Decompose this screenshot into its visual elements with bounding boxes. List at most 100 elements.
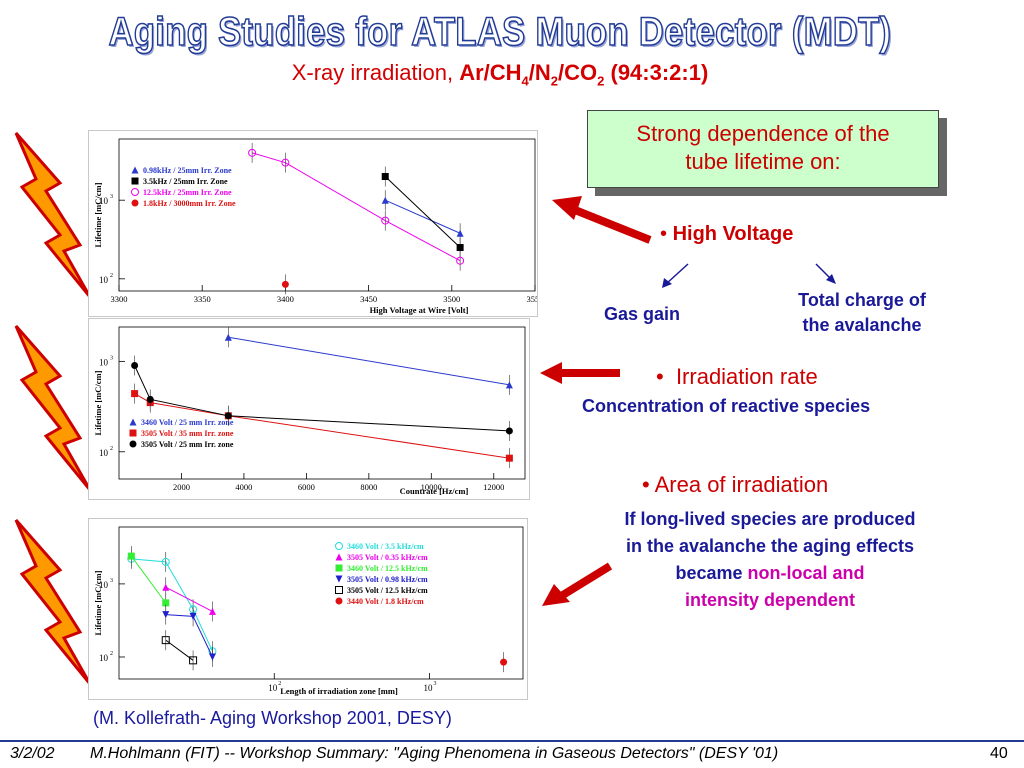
data-point	[456, 229, 464, 237]
y-tick-label: 10	[99, 580, 109, 590]
arrow-left-icon	[542, 562, 613, 606]
legend-entry: 0.98kHz / 25mm Irr. Zone	[143, 166, 232, 175]
legend-entry: 3440 Volt / 1.8 kHz/cm	[347, 597, 424, 606]
callout-box: Strong dependence of the tube lifetime o…	[587, 110, 939, 188]
data-point	[381, 216, 390, 225]
legend-entry: 3.5kHz / 25mm Irr. Zone	[143, 177, 228, 186]
data-point	[131, 390, 139, 398]
x-tick-label: 3450	[360, 294, 377, 304]
data-point	[161, 557, 170, 566]
series-line	[251, 152, 461, 262]
series-2	[127, 546, 170, 613]
data-point	[456, 244, 464, 252]
x-tick-label: 2000	[173, 482, 190, 492]
data-point	[146, 395, 154, 403]
data-point	[189, 612, 197, 620]
legend-entry: 3505 Volt / 0.98 kHz/cm	[347, 575, 428, 584]
legend-marker	[335, 553, 343, 561]
reactive-species-label: Concentration of reactive species	[582, 396, 871, 416]
series-line	[165, 586, 213, 612]
footer-divider	[0, 740, 1024, 742]
series-0	[224, 327, 513, 395]
page-number: 40	[990, 745, 1008, 762]
data-point	[281, 158, 290, 167]
item-area-of-irradiation: • Area of irradiation	[642, 472, 829, 497]
legend-marker	[131, 166, 139, 174]
legend-marker	[131, 177, 139, 185]
legend-entry: 3505 Volt / 25 mm Irr. zone	[141, 440, 234, 449]
footer-date: 3/2/02	[10, 745, 55, 762]
total-charge-label: Total charge of the avalanche	[798, 290, 926, 335]
legend-marker	[335, 575, 343, 583]
legend-entry: 3460 Volt / 12.5 kHz/cm	[347, 564, 428, 573]
x-tick-exponent: 3	[434, 681, 437, 687]
x-tick-label: 3500	[443, 294, 460, 304]
lightning-bolt-icon	[14, 519, 88, 684]
data-point	[162, 611, 170, 619]
y-tick-label: 10	[99, 275, 109, 285]
x-axis-label: High Voltage at Wire [Volt]	[370, 305, 469, 315]
x-tick-label: 10	[268, 683, 278, 693]
x-tick-exponent: 2	[278, 681, 281, 687]
legend-marker	[131, 188, 139, 196]
x-tick-label: 3400	[277, 294, 294, 304]
legend-marker	[131, 199, 139, 207]
y-tick-label: 10	[99, 653, 109, 663]
series-line	[134, 393, 510, 459]
y-axis-label: Lifetime [mC/cm]	[93, 182, 103, 247]
data-point	[208, 607, 216, 615]
series-line	[134, 365, 510, 432]
series-line	[165, 639, 194, 661]
legend-entry: 12.5kHz / 25mm Irr. Zone	[143, 188, 232, 197]
x-tick-label: 6000	[298, 482, 315, 492]
x-tick-label: 8000	[360, 482, 377, 492]
data-point	[248, 148, 257, 157]
x-tick-label: 3350	[194, 294, 211, 304]
plot-frame	[118, 326, 526, 480]
item-high-voltage: • High Voltage	[660, 223, 794, 245]
legend-marker	[129, 429, 137, 437]
data-point	[224, 412, 232, 420]
data-point	[224, 333, 232, 341]
series-line	[384, 176, 461, 248]
arrow-left-icon	[540, 362, 620, 384]
data-point	[281, 280, 289, 288]
plot-frame	[118, 138, 536, 292]
y-tick-label: 10	[99, 357, 109, 367]
data-point	[189, 656, 198, 665]
area-explanation: If long-lived species are produced in th…	[624, 509, 916, 610]
data-point	[456, 256, 465, 265]
series-1	[162, 577, 216, 622]
series-2	[248, 142, 465, 271]
series-3	[162, 604, 216, 667]
legend-entry: 1.8kHz / 3000mm Irr. Zone	[143, 199, 236, 208]
legend-entry: 3460 Volt / 3.5 kHz/cm	[347, 542, 424, 551]
arrow-left-icon	[552, 196, 652, 244]
subtitle-prefix: X-ray irradiation,	[291, 60, 454, 85]
data-point	[505, 427, 513, 435]
y-tick-exponent: 2	[110, 273, 113, 279]
y-tick-exponent: 2	[110, 651, 113, 657]
y-tick-exponent: 3	[110, 355, 113, 361]
x-axis-label: Length of irradiation zone [mm]	[280, 686, 398, 696]
callout-text: Strong dependence of the tube lifetime o…	[636, 121, 890, 174]
gas-gain-label: Gas gain	[604, 304, 681, 324]
plot-lifetime-vs-voltage: 103102330033503400345035003550High Volta…	[88, 130, 538, 317]
series-5	[500, 652, 508, 673]
x-tick-label: 10000	[421, 482, 442, 492]
lightning-bolt-icon	[14, 325, 88, 490]
series-1	[381, 166, 464, 258]
legend-marker	[335, 564, 343, 572]
item-irradiation-rate: • Irradiation rate	[656, 364, 818, 389]
data-point	[500, 658, 508, 666]
x-axis-label: Countrate [Hz/cm]	[400, 486, 469, 496]
x-tick-label: 3300	[111, 294, 128, 304]
series-4	[161, 630, 198, 671]
data-point	[381, 196, 389, 204]
slide-title: Aging Studies for ATLAS Muon Detector (M…	[108, 9, 892, 55]
gas-mixture: Ar/CH4/N2/CO2 (94:3:2:1)	[459, 60, 709, 89]
x-tick-label: 3550	[527, 294, 539, 304]
data-point	[505, 454, 513, 462]
